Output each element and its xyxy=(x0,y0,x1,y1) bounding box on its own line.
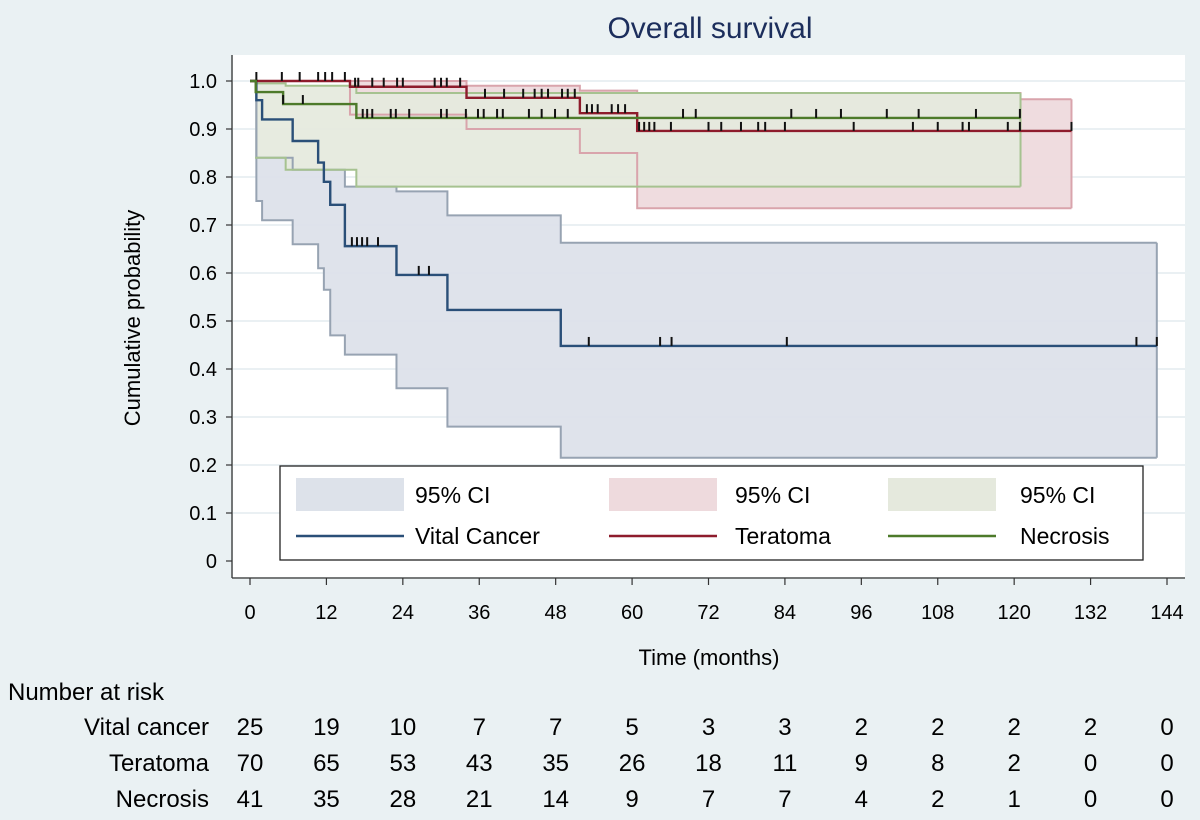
legend-ci-label: 95% CI xyxy=(1020,482,1095,508)
x-tick-label: 12 xyxy=(315,602,337,624)
risk-count: 3 xyxy=(778,714,791,741)
risk-count: 2 xyxy=(1007,750,1020,777)
x-tick-label: 48 xyxy=(545,602,567,624)
risk-count: 1 xyxy=(1007,786,1020,813)
legend-series-label: Teratoma xyxy=(735,523,831,549)
risk-count: 9 xyxy=(625,786,638,813)
y-tick-label: 0 xyxy=(206,551,217,573)
risk-count: 43 xyxy=(466,750,493,777)
y-tick-label: 0.8 xyxy=(189,167,217,189)
risk-count: 3 xyxy=(702,714,715,741)
risk-count: 9 xyxy=(855,750,868,777)
y-tick-label: 0.3 xyxy=(189,407,217,429)
ci-lower-edge xyxy=(255,80,1157,459)
risk-count: 53 xyxy=(389,750,416,777)
risk-count: 0 xyxy=(1160,750,1173,777)
risk-count: 0 xyxy=(1084,786,1097,813)
risk-count: 7 xyxy=(549,714,562,741)
risk-count: 4 xyxy=(855,786,868,813)
risk-count: 25 xyxy=(237,714,264,741)
risk-count: 7 xyxy=(473,714,486,741)
y-axis-label: Cumulative probability xyxy=(120,210,145,426)
legend-ci-swatch xyxy=(296,478,404,511)
risk-count: 5 xyxy=(625,714,638,741)
risk-table-title: Number at risk xyxy=(8,679,165,706)
legend-ci-label: 95% CI xyxy=(735,482,810,508)
risk-row-label: Vital cancer xyxy=(84,714,209,741)
risk-count: 41 xyxy=(237,786,264,813)
risk-count: 18 xyxy=(695,750,722,777)
confidence-bands xyxy=(250,80,1158,459)
risk-count: 65 xyxy=(313,750,340,777)
risk-row-label: Necrosis xyxy=(116,786,209,813)
ci-band-vital-cancer xyxy=(255,81,1157,458)
y-tick-label: 0.4 xyxy=(189,359,217,381)
x-tick-label: 24 xyxy=(392,602,414,624)
risk-count: 10 xyxy=(389,714,416,741)
x-tick-label: 72 xyxy=(697,602,719,624)
risk-count: 7 xyxy=(778,786,791,813)
legend-ci-swatch xyxy=(609,478,717,511)
x-tick-label: 0 xyxy=(244,602,255,624)
legend-series-label: Necrosis xyxy=(1020,523,1109,549)
risk-row-label: Teratoma xyxy=(109,750,210,777)
risk-count: 0 xyxy=(1160,786,1173,813)
legend-series-label: Vital Cancer xyxy=(415,523,540,549)
legend-ci-swatch xyxy=(888,478,996,511)
y-tick-label: 0.2 xyxy=(189,455,217,477)
y-tick-label: 0.1 xyxy=(189,503,217,525)
axes: 0 0.1 0.2 0.3 0.4 0.5 0.6 0.7 0.8 0.9 1.0 0 12 24 36 48… xyxy=(189,55,1185,624)
x-axis-label: Time (months) xyxy=(639,645,780,670)
risk-count: 2 xyxy=(855,714,868,741)
ci-band-necrosis xyxy=(255,81,1021,187)
y-tick-label: 0.5 xyxy=(189,311,217,333)
risk-count: 8 xyxy=(931,750,944,777)
x-tick-label: 132 xyxy=(1074,602,1107,624)
ci-lower-edge xyxy=(255,156,1021,188)
y-tick-label: 0.9 xyxy=(189,119,217,141)
risk-count: 35 xyxy=(542,750,569,777)
x-tick-label: 108 xyxy=(921,602,954,624)
chart-title: Overall survival xyxy=(607,12,812,45)
x-tick-label: 96 xyxy=(850,602,872,624)
legend-ci-label: 95% CI xyxy=(415,482,490,508)
risk-count: 2 xyxy=(1084,714,1097,741)
y-tick-label: 1.0 xyxy=(189,71,217,93)
survival-curves xyxy=(250,72,1158,348)
x-tick-label: 84 xyxy=(774,602,796,624)
risk-count: 28 xyxy=(389,786,416,813)
risk-count: 19 xyxy=(313,714,340,741)
y-tick-label: 0.6 xyxy=(189,263,217,285)
risk-count: 14 xyxy=(542,786,569,813)
risk-count: 2 xyxy=(931,714,944,741)
x-tick-label: 120 xyxy=(997,602,1030,624)
risk-count: 0 xyxy=(1160,714,1173,741)
x-tick-label: 144 xyxy=(1150,602,1183,624)
risk-count: 0 xyxy=(1084,750,1097,777)
risk-count: 26 xyxy=(619,750,646,777)
risk-count: 7 xyxy=(702,786,715,813)
curve-vital-cancer xyxy=(250,79,1157,348)
risk-count: 35 xyxy=(313,786,340,813)
risk-count: 11 xyxy=(772,750,797,777)
risk-count: 2 xyxy=(1007,714,1020,741)
risk-count: 70 xyxy=(237,750,264,777)
risk-count: 21 xyxy=(466,786,493,813)
x-tick-label: 36 xyxy=(468,602,490,624)
risk-count: 2 xyxy=(931,786,944,813)
legend: 95% CI Vital Cancer 95% CI Teratoma 95% CI Ne… xyxy=(279,465,1144,561)
y-tick-label: 0.7 xyxy=(189,215,217,237)
x-tick-label: 60 xyxy=(621,602,643,624)
